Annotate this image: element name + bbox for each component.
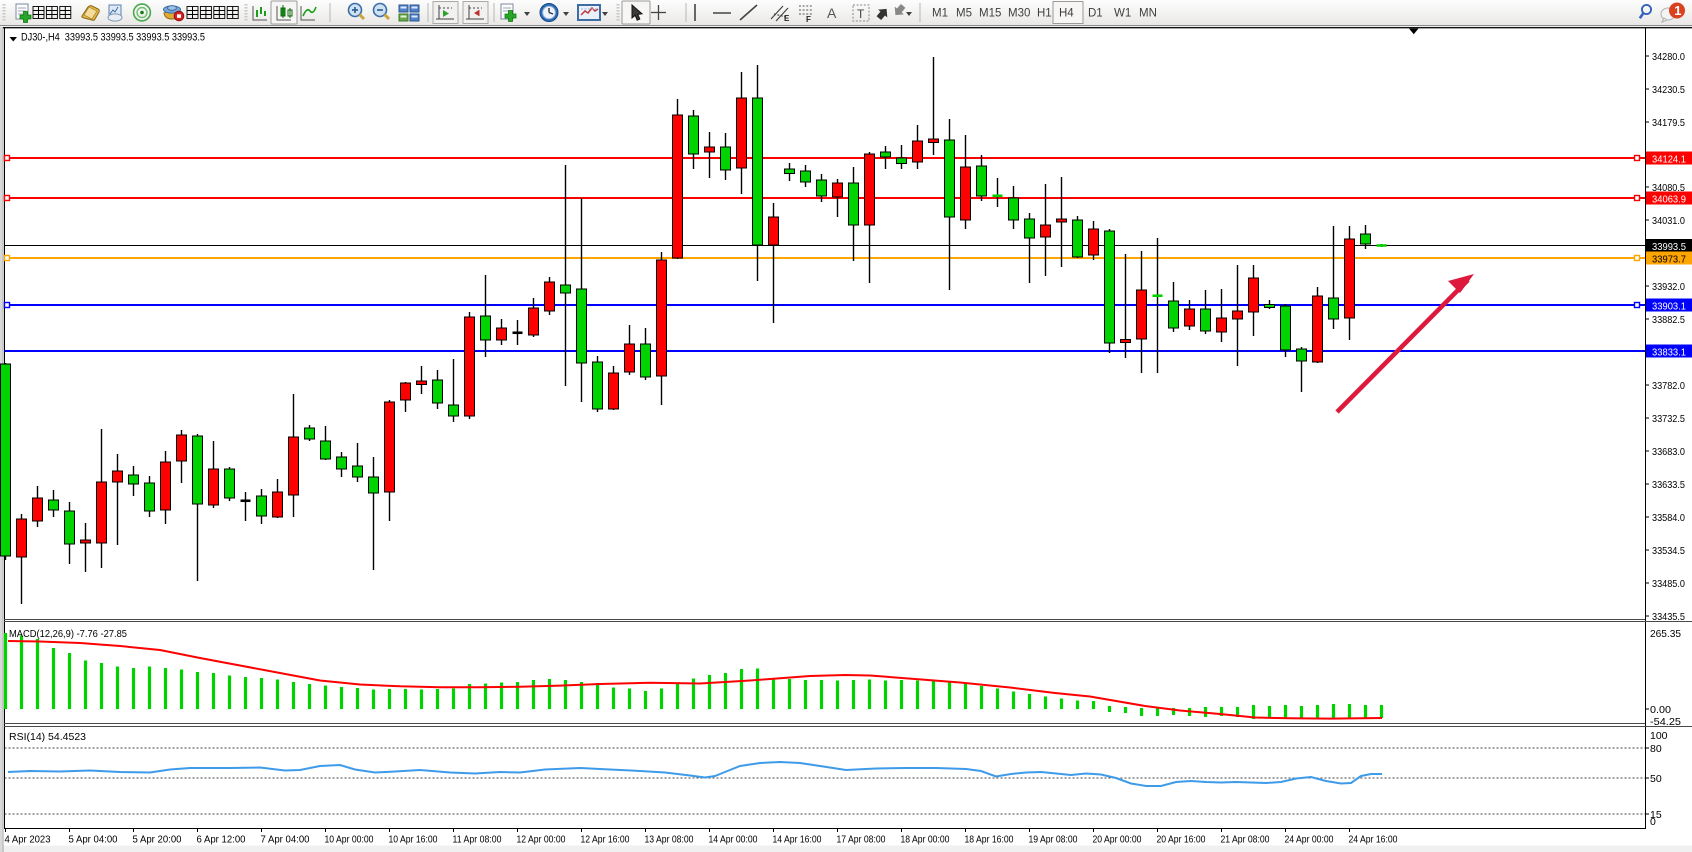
svg-text:7 Apr 04:00: 7 Apr 04:00 (261, 834, 310, 846)
svg-text:33435.5: 33435.5 (1652, 611, 1685, 623)
svg-text:24 Apr 00:00: 24 Apr 00:00 (1285, 834, 1334, 846)
svg-text:33683.0: 33683.0 (1652, 446, 1685, 458)
svg-text:265.35: 265.35 (1650, 628, 1681, 640)
svg-text:F: F (806, 15, 811, 24)
svg-text:DJ30-,H4 33993.5 33993.5 3399: DJ30-,H4 33993.5 33993.5 33993.5 33993.5 (21, 32, 205, 44)
svg-text:13 Apr 08:00: 13 Apr 08:00 (645, 834, 694, 846)
svg-text:33932.0: 33932.0 (1652, 281, 1685, 293)
svg-text:5 Apr 20:00: 5 Apr 20:00 (133, 834, 182, 846)
svg-text:D1: D1 (1088, 8, 1103, 20)
svg-text:20 Apr 16:00: 20 Apr 16:00 (1157, 834, 1206, 846)
svg-text:21 Apr 08:00: 21 Apr 08:00 (1221, 834, 1270, 846)
svg-text:80: 80 (1650, 743, 1662, 755)
svg-text:10 Apr 16:00: 10 Apr 16:00 (389, 834, 438, 846)
svg-text:33534.5: 33534.5 (1652, 545, 1685, 557)
svg-text:33973.7: 33973.7 (1652, 254, 1686, 266)
svg-text:12 Apr 16:00: 12 Apr 16:00 (581, 834, 630, 846)
svg-text:M30: M30 (1008, 8, 1030, 20)
svg-text:34063.9: 34063.9 (1652, 194, 1686, 206)
svg-text:33903.1: 33903.1 (1652, 301, 1686, 313)
svg-text:34124.1: 34124.1 (1652, 154, 1686, 166)
svg-text:12 Apr 00:00: 12 Apr 00:00 (517, 834, 566, 846)
svg-text:50: 50 (1650, 773, 1662, 785)
svg-text:M1: M1 (932, 8, 948, 20)
svg-text:33882.5: 33882.5 (1652, 314, 1685, 326)
svg-text:33833.1: 33833.1 (1652, 347, 1686, 359)
svg-text:A: A (827, 5, 837, 21)
svg-text:34080.5: 34080.5 (1652, 182, 1685, 194)
svg-text:17 Apr 08:00: 17 Apr 08:00 (837, 834, 886, 846)
svg-text:33485.0: 33485.0 (1652, 578, 1685, 590)
svg-text:4 Apr 2023: 4 Apr 2023 (5, 834, 51, 846)
svg-text:H4: H4 (1059, 8, 1074, 20)
svg-text:34179.5: 34179.5 (1652, 117, 1685, 129)
svg-text:15: 15 (1650, 809, 1662, 821)
svg-text:33993.5: 33993.5 (1652, 241, 1686, 253)
svg-text:24 Apr 16:00: 24 Apr 16:00 (1349, 834, 1398, 846)
svg-text:RSI(14) 54.4523: RSI(14) 54.4523 (9, 731, 86, 743)
svg-text:5 Apr 04:00: 5 Apr 04:00 (69, 834, 118, 846)
svg-text:33584.0: 33584.0 (1652, 512, 1685, 524)
svg-text:18 Apr 16:00: 18 Apr 16:00 (965, 834, 1014, 846)
svg-text:11 Apr 08:00: 11 Apr 08:00 (453, 834, 502, 846)
svg-text:0: 0 (1650, 816, 1656, 828)
svg-text:20 Apr 00:00: 20 Apr 00:00 (1093, 834, 1142, 846)
svg-text:14 Apr 00:00: 14 Apr 00:00 (709, 834, 758, 846)
svg-text:-54.25: -54.25 (1650, 716, 1681, 728)
svg-text:34031.0: 34031.0 (1652, 215, 1685, 227)
svg-text:M5: M5 (956, 8, 972, 20)
svg-text:34230.5: 34230.5 (1652, 84, 1685, 96)
svg-text:T: T (857, 7, 865, 21)
svg-text:34280.0: 34280.0 (1652, 51, 1685, 63)
svg-text:1: 1 (1674, 3, 1681, 18)
svg-text:0.00: 0.00 (1650, 704, 1671, 716)
svg-text:14 Apr 16:00: 14 Apr 16:00 (773, 834, 822, 846)
svg-text:10 Apr 00:00: 10 Apr 00:00 (325, 834, 374, 846)
svg-text:MACD(12,26,9) -7.76 -27.85: MACD(12,26,9) -7.76 -27.85 (9, 628, 127, 640)
svg-text:E: E (784, 14, 790, 23)
svg-text:6 Apr 12:00: 6 Apr 12:00 (197, 834, 246, 846)
svg-text:18 Apr 00:00: 18 Apr 00:00 (901, 834, 950, 846)
svg-text:33732.5: 33732.5 (1652, 413, 1685, 425)
svg-text:100: 100 (1650, 730, 1668, 742)
svg-text:19 Apr 08:00: 19 Apr 08:00 (1029, 834, 1078, 846)
svg-text:H1: H1 (1037, 8, 1052, 20)
svg-text:M15: M15 (979, 8, 1001, 20)
svg-text:33782.0: 33782.0 (1652, 380, 1685, 392)
svg-text:33633.5: 33633.5 (1652, 479, 1685, 491)
svg-text:W1: W1 (1114, 8, 1131, 20)
svg-text:MN: MN (1139, 8, 1157, 20)
